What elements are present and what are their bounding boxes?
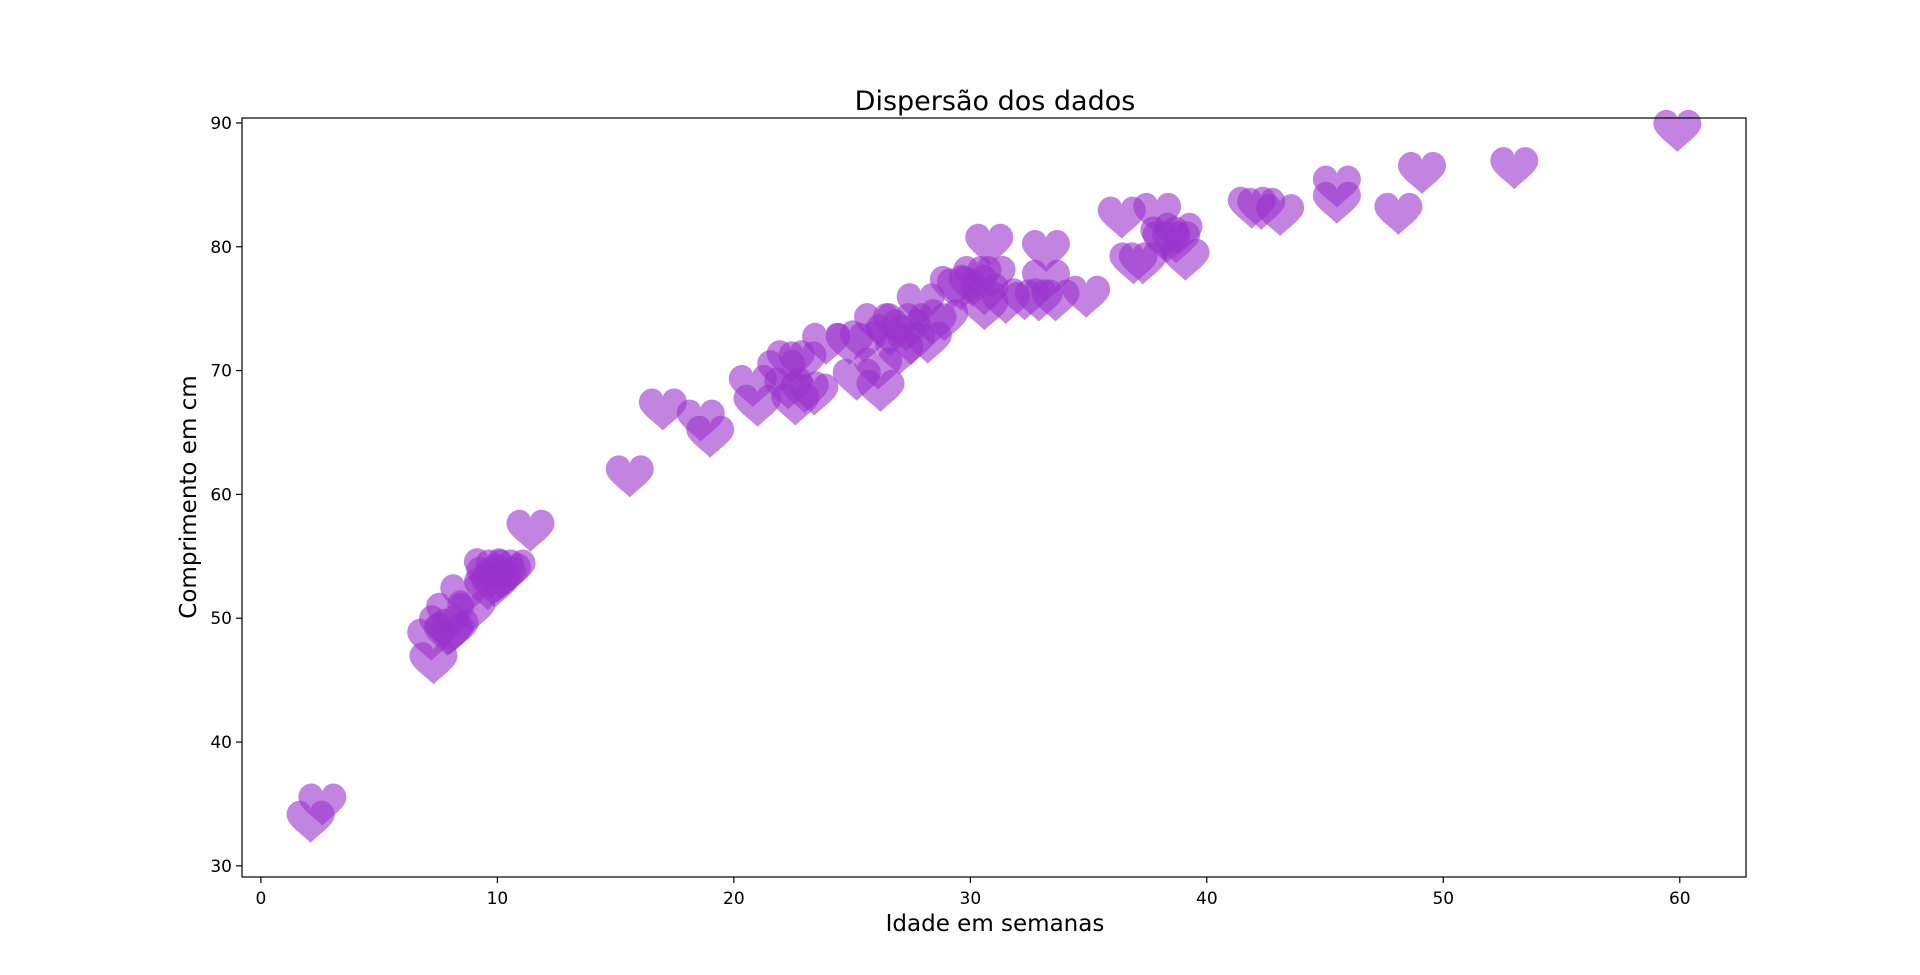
- y-axis-label: Comprimento em cm: [176, 375, 202, 618]
- x-axis-ticks: 0 10 20 30 40 50 60: [256, 877, 1691, 909]
- data-point: [686, 415, 735, 458]
- data-point: [1256, 194, 1305, 237]
- data-point: [856, 369, 905, 412]
- y-tick-label: 30: [210, 857, 232, 877]
- data-point: [1653, 109, 1702, 152]
- data-point: [967, 256, 1016, 298]
- plot-area-frame: [241, 117, 1747, 878]
- x-tick-label: 20: [723, 889, 745, 909]
- y-axis-ticks: 30 40 50 60 70 80 90: [210, 114, 242, 877]
- data-point: [1161, 238, 1210, 281]
- y-tick-label: 80: [210, 238, 232, 258]
- data-point: [1312, 165, 1361, 208]
- data-point: [1490, 147, 1539, 190]
- data-points: [286, 109, 1702, 843]
- y-tick-label: 50: [210, 609, 232, 629]
- y-tick-label: 90: [210, 114, 232, 134]
- data-point: [965, 223, 1014, 266]
- x-tick-label: 10: [487, 889, 509, 909]
- data-point: [506, 509, 555, 552]
- chart-title: Dispersão dos dados: [855, 86, 1136, 117]
- data-point: [790, 373, 839, 416]
- data-point: [487, 549, 536, 592]
- y-tick-label: 40: [210, 733, 232, 753]
- data-point: [1062, 275, 1111, 318]
- data-point: [1022, 230, 1070, 272]
- data-point: [638, 388, 687, 431]
- data-point: [1398, 152, 1446, 194]
- data-point: [920, 299, 969, 342]
- x-tick-label: 30: [960, 889, 982, 909]
- data-point: [298, 783, 347, 826]
- data-point: [733, 384, 782, 427]
- x-tick-label: 60: [1669, 889, 1691, 909]
- x-tick-label: 40: [1196, 889, 1218, 909]
- data-point: [1133, 192, 1182, 235]
- y-tick-label: 70: [210, 362, 232, 382]
- y-tick-label: 60: [210, 485, 232, 505]
- x-axis-label: Idade em semanas: [886, 911, 1105, 937]
- x-tick-label: 50: [1432, 889, 1454, 909]
- x-tick-label: 0: [256, 889, 267, 909]
- data-point: [605, 455, 654, 498]
- data-point: [1374, 192, 1423, 235]
